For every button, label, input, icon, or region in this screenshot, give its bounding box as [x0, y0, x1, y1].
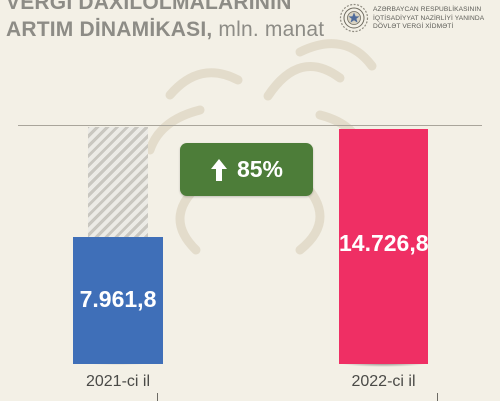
bar-2022-value-label: 14.726,8 — [339, 230, 429, 256]
organization-line-2: İQTİSADİYYAT NAZİRLİYİ YANINDA — [373, 14, 485, 22]
title-line-2-main: ARTIM DİNAMİKASI, — [6, 18, 213, 41]
organization-line-3: DÖVLƏT VERGİ XİDMƏTİ — [373, 23, 454, 31]
state-tax-service-emblem-icon — [339, 3, 369, 33]
unit-label: mln. manat — [212, 18, 325, 41]
x-tick-label-2022: 2022-ci il — [351, 373, 416, 390]
organization-line-1: AZƏRBAYCAN RESPUBLİKASININ — [373, 6, 482, 13]
x-tick-label-2021: 2021-ci il — [85, 373, 151, 390]
title-line-2: ARTIM DİNAMİKASI, mln. manat — [6, 16, 324, 43]
bar-2021-gap-hatch — [88, 127, 148, 237]
x-tick-2022 — [437, 393, 438, 401]
bar-2021 — [73, 236, 163, 364]
growth-badge: 85% — [180, 143, 313, 196]
bar-2021-value-label: 7.961,8 — [79, 286, 157, 312]
arrow-up-icon — [210, 158, 227, 181]
growth-percent: 85% — [236, 156, 284, 182]
x-tick-2021 — [157, 393, 158, 401]
title-line-1: VERGİ DAXİLOLMALARININ — [6, 0, 292, 14]
reference-line — [18, 125, 482, 126]
chart-title: VERGİ DAXİLOLMALARININ ARTIM DİNAMİKASI,… — [6, 0, 324, 43]
bar-2022 — [339, 129, 428, 364]
organization-name: AZƏRBAYCAN RESPUBLİKASININ İQTİSADİYYAT … — [373, 6, 484, 32]
